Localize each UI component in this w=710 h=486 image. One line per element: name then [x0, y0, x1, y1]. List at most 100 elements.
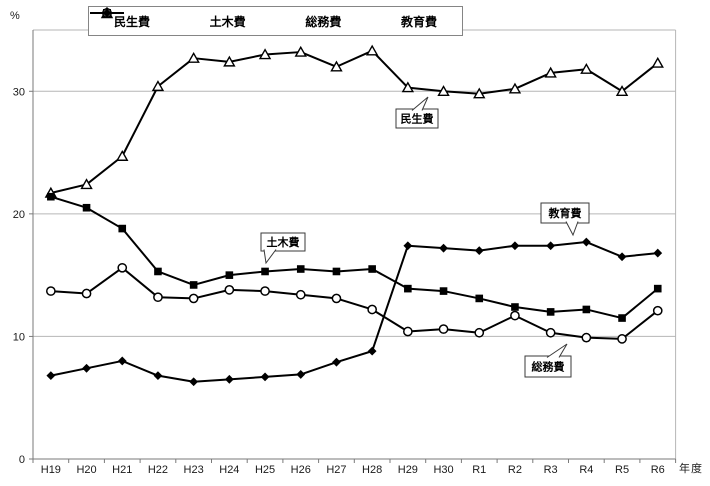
series-marker-soumuhi [510, 310, 520, 321]
callout-pointer-outline-kyouikuhi [565, 221, 579, 237]
x-tick-label: H29 [398, 464, 418, 476]
series-marker-kyouikuhi [546, 241, 556, 251]
x-tick-label: H24 [219, 464, 239, 476]
legend: 民生費 土木費 総務費 教育費 [88, 6, 463, 36]
series-line-minseihi [50, 49, 659, 194]
x-tick-label: H21 [112, 464, 132, 476]
series-marker-minseihi [151, 80, 165, 92]
series-marker-soumuhi [295, 289, 306, 300]
callout-box-soumuhi [524, 355, 572, 378]
x-tick-label: R3 [544, 464, 558, 476]
x-tick-label: R4 [579, 464, 593, 476]
series-marker-dobokuhi [368, 265, 376, 273]
series-marker-dobokuhi [653, 284, 662, 293]
series-marker-kyouikuhi [153, 371, 163, 381]
series-marker-kyouikuhi [117, 356, 127, 366]
series-marker-kyouikuhi [439, 243, 448, 253]
y-axis-unit-label: % [10, 10, 20, 22]
series-marker-soumuhi [224, 285, 235, 295]
callout-box-dobokuhi [260, 232, 306, 252]
series-marker-dobokuhi [154, 267, 162, 276]
x-tick-label: H23 [184, 464, 204, 476]
legend-item-dobokuhi: 土木費 [90, 9, 246, 30]
series-line-dobokuhi [50, 195, 659, 320]
y-tick-label: 30 [13, 86, 25, 98]
y-tick-label: 20 [13, 209, 25, 221]
series-marker-kyouikuhi [296, 370, 306, 379]
x-tick-label: H26 [291, 464, 311, 476]
series-marker-soumuhi [403, 326, 413, 337]
legend-label-soumuhi: 総務費 [305, 14, 342, 29]
series-marker-dobokuhi [618, 314, 626, 322]
series-marker-kyouikuhi [474, 246, 484, 256]
series-marker-soumuhi [474, 327, 485, 338]
series-marker-soumuhi [153, 292, 163, 303]
callout-pointer-outline-dobokuhi [263, 249, 277, 265]
x-tick-label: H27 [326, 464, 346, 476]
series-marker-soumuhi [652, 305, 663, 316]
series-marker-minseihi [187, 51, 200, 63]
series-marker-soumuhi [617, 334, 627, 344]
series-marker-dobokuhi [225, 271, 234, 279]
series-marker-kyouikuhi [653, 248, 663, 258]
callout-label-dobokuhi: 土木費 [267, 235, 300, 249]
x-tick-label: H30 [433, 464, 453, 476]
callout-pointer-outline-minseihi [411, 96, 429, 111]
series-marker-minseihi [473, 87, 486, 99]
series-marker-minseihi [116, 150, 129, 161]
series-marker-minseihi [508, 82, 522, 94]
series-marker-soumuhi [81, 288, 92, 299]
series-marker-minseihi [223, 55, 236, 67]
series-marker-kyouikuhi [260, 372, 270, 382]
series-marker-kyouikuhi [82, 363, 91, 373]
series-marker-dobokuhi [118, 224, 127, 233]
x-tick-label: H28 [362, 464, 382, 476]
series-marker-kyouikuhi [189, 377, 199, 387]
callout-label-minseihi: 民生費 [401, 112, 434, 126]
series-marker-dobokuhi [189, 281, 198, 289]
callout-pointer-outline-soumuhi [546, 343, 568, 358]
series-marker-minseihi [580, 63, 593, 74]
series-marker-kyouikuhi [581, 237, 591, 247]
series-marker-kyouikuhi [224, 374, 234, 384]
x-tick-label: R5 [615, 464, 629, 476]
callout-pointer-fill-kyouikuhi [566, 221, 578, 235]
series-marker-dobokuhi [546, 308, 555, 316]
x-tick-label: H19 [41, 464, 61, 476]
series-marker-minseihi [401, 81, 415, 93]
series-marker-soumuhi [545, 327, 556, 338]
series-line-kyouikuhi [50, 241, 658, 383]
series-marker-minseihi [365, 44, 379, 56]
series-marker-dobokuhi [404, 284, 412, 293]
series-marker-soumuhi [260, 286, 270, 296]
y-tick-label: 10 [13, 331, 25, 343]
series-marker-minseihi [80, 178, 93, 190]
x-tick-label: R6 [651, 464, 665, 476]
series-marker-dobokuhi [439, 287, 448, 295]
legend-label-kyouikuhi: 教育費 [400, 14, 437, 29]
callout-box-kyouikuhi [540, 202, 590, 224]
series-marker-soumuhi [46, 286, 56, 296]
series-marker-minseihi [294, 45, 307, 57]
x-axis-title-label: 年度 [679, 463, 703, 475]
series-marker-dobokuhi [47, 192, 55, 201]
series-marker-soumuhi [438, 324, 449, 334]
series-marker-dobokuhi [475, 294, 484, 303]
series-marker-minseihi [330, 60, 343, 72]
series-marker-dobokuhi [332, 267, 341, 276]
series-marker-kyouikuhi [617, 252, 627, 262]
x-tick-label: H22 [148, 464, 168, 476]
legend-item-kyouikuhi: 教育費 [90, 8, 437, 30]
series-marker-minseihi [544, 66, 557, 78]
x-tick-label: R2 [508, 464, 522, 476]
x-tick-label: H20 [76, 464, 96, 476]
callout-label-kyouikuhi: 教育費 [548, 206, 582, 220]
series-marker-minseihi [651, 56, 664, 68]
y-tick-label: 0 [19, 454, 25, 466]
x-tick-label: R1 [472, 464, 486, 476]
series-marker-minseihi [258, 48, 272, 60]
series-line-soumuhi [50, 266, 659, 340]
series-marker-minseihi [615, 85, 629, 96]
legend-item-soumuhi: 総務費 [90, 8, 342, 30]
